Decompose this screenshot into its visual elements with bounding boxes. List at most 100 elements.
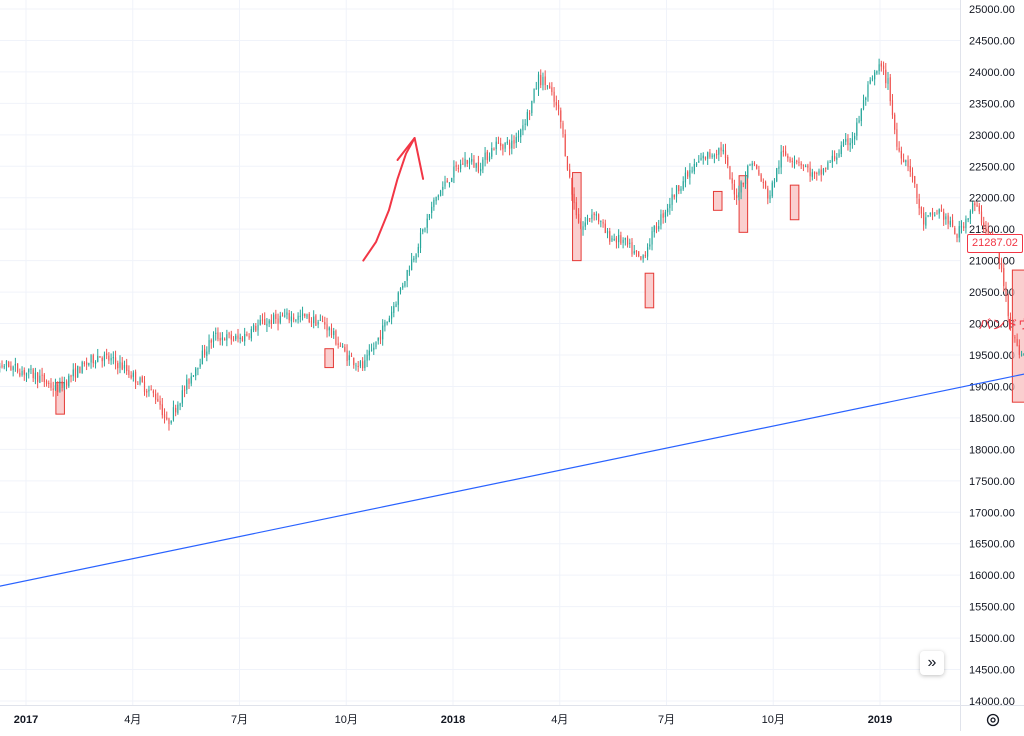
candle-body	[705, 157, 706, 160]
candle-body	[932, 212, 933, 214]
candle-body	[941, 210, 942, 212]
candle-body	[709, 152, 710, 156]
candle-body	[204, 349, 205, 355]
candle-body	[349, 355, 350, 360]
candle-body	[110, 358, 111, 360]
candle-body	[522, 125, 523, 130]
candle-body	[558, 105, 559, 110]
grid	[0, 0, 960, 705]
candle-body	[930, 213, 931, 215]
candle-body	[589, 218, 590, 219]
candle-body	[516, 137, 517, 143]
candle-body	[658, 226, 659, 229]
candle-body	[177, 405, 178, 414]
candle-body	[202, 351, 203, 365]
candle-body	[195, 368, 196, 375]
candle-body	[375, 341, 376, 347]
candle-body	[369, 351, 370, 356]
candle-body	[823, 169, 824, 174]
candle-body	[965, 219, 966, 228]
y-tick-label: 23000.00	[969, 130, 1015, 142]
candle-body	[478, 162, 479, 171]
candle-body	[277, 319, 278, 324]
candle-body	[415, 254, 416, 259]
candle-body	[318, 322, 319, 325]
candle-body	[919, 199, 920, 209]
candle-body	[82, 362, 83, 373]
candle-body	[758, 170, 759, 175]
settings-gear-icon[interactable]	[984, 711, 1002, 729]
candle-body	[952, 220, 953, 227]
candle-body	[275, 314, 276, 319]
x-tick-label: 2017	[14, 714, 38, 726]
candle-body	[970, 211, 971, 219]
candle-body	[756, 165, 757, 169]
candle-body	[300, 316, 301, 317]
candle-body	[57, 385, 58, 392]
candle-body	[807, 165, 808, 167]
candle-body	[714, 155, 715, 156]
candle-body	[852, 138, 853, 143]
candle-body	[747, 166, 748, 177]
candle-body	[867, 85, 868, 98]
y-tick-label: 22500.00	[969, 161, 1015, 173]
candle-body	[723, 150, 724, 152]
candle-body	[968, 218, 969, 220]
candle-body	[981, 212, 982, 223]
candle-body	[164, 414, 165, 418]
candle-body	[854, 136, 855, 139]
candle-body	[233, 340, 234, 341]
candle-body	[284, 316, 285, 317]
candle-body	[155, 394, 156, 400]
candle-body	[656, 226, 657, 229]
candle-body	[540, 75, 541, 85]
annotation-text[interactable]: バンドウォーク	[978, 317, 1024, 332]
candle-body	[876, 71, 877, 73]
candle-body	[787, 156, 788, 158]
x-tick-label: 2019	[868, 714, 892, 726]
candle-body	[551, 87, 552, 92]
candle-body	[718, 148, 719, 155]
x-tick-label: 4月	[551, 714, 568, 726]
candle-body	[106, 353, 107, 355]
candle-body	[734, 184, 735, 195]
candle-body	[28, 369, 29, 373]
candle-body	[574, 194, 575, 203]
candle-body	[647, 247, 648, 256]
candle-body	[186, 379, 187, 389]
candle-body	[213, 335, 214, 342]
candle-body	[700, 158, 701, 161]
candle-body	[580, 222, 581, 230]
candle-body	[133, 373, 134, 377]
candle-body	[64, 382, 65, 388]
candle-body	[342, 346, 343, 347]
candle-body	[689, 170, 690, 178]
scroll-to-realtime-button[interactable]: »	[920, 651, 944, 675]
candle-body	[407, 270, 408, 281]
candle-body	[491, 148, 492, 157]
candle-body	[404, 281, 405, 286]
candle-body	[153, 391, 154, 393]
candle-body	[333, 331, 334, 335]
candle-body	[131, 375, 132, 378]
candle-body	[451, 178, 452, 182]
y-tick-label: 25000.00	[969, 4, 1015, 16]
candle-body	[135, 372, 136, 383]
candle-body	[286, 312, 287, 315]
x-tick-label: 7月	[658, 714, 675, 726]
freehand-arrow[interactable]	[363, 138, 414, 261]
candle-body	[625, 238, 626, 240]
candle-body	[280, 316, 281, 323]
candle-body	[596, 214, 597, 215]
trend-line[interactable]	[0, 346, 1024, 594]
candle-body	[306, 314, 307, 317]
candle-body	[542, 77, 543, 85]
candle-body	[271, 320, 272, 324]
candle-body	[727, 157, 728, 165]
candle-body	[827, 162, 828, 169]
candle-body	[97, 356, 98, 362]
candle-body	[743, 183, 744, 185]
candle-body	[789, 159, 790, 162]
